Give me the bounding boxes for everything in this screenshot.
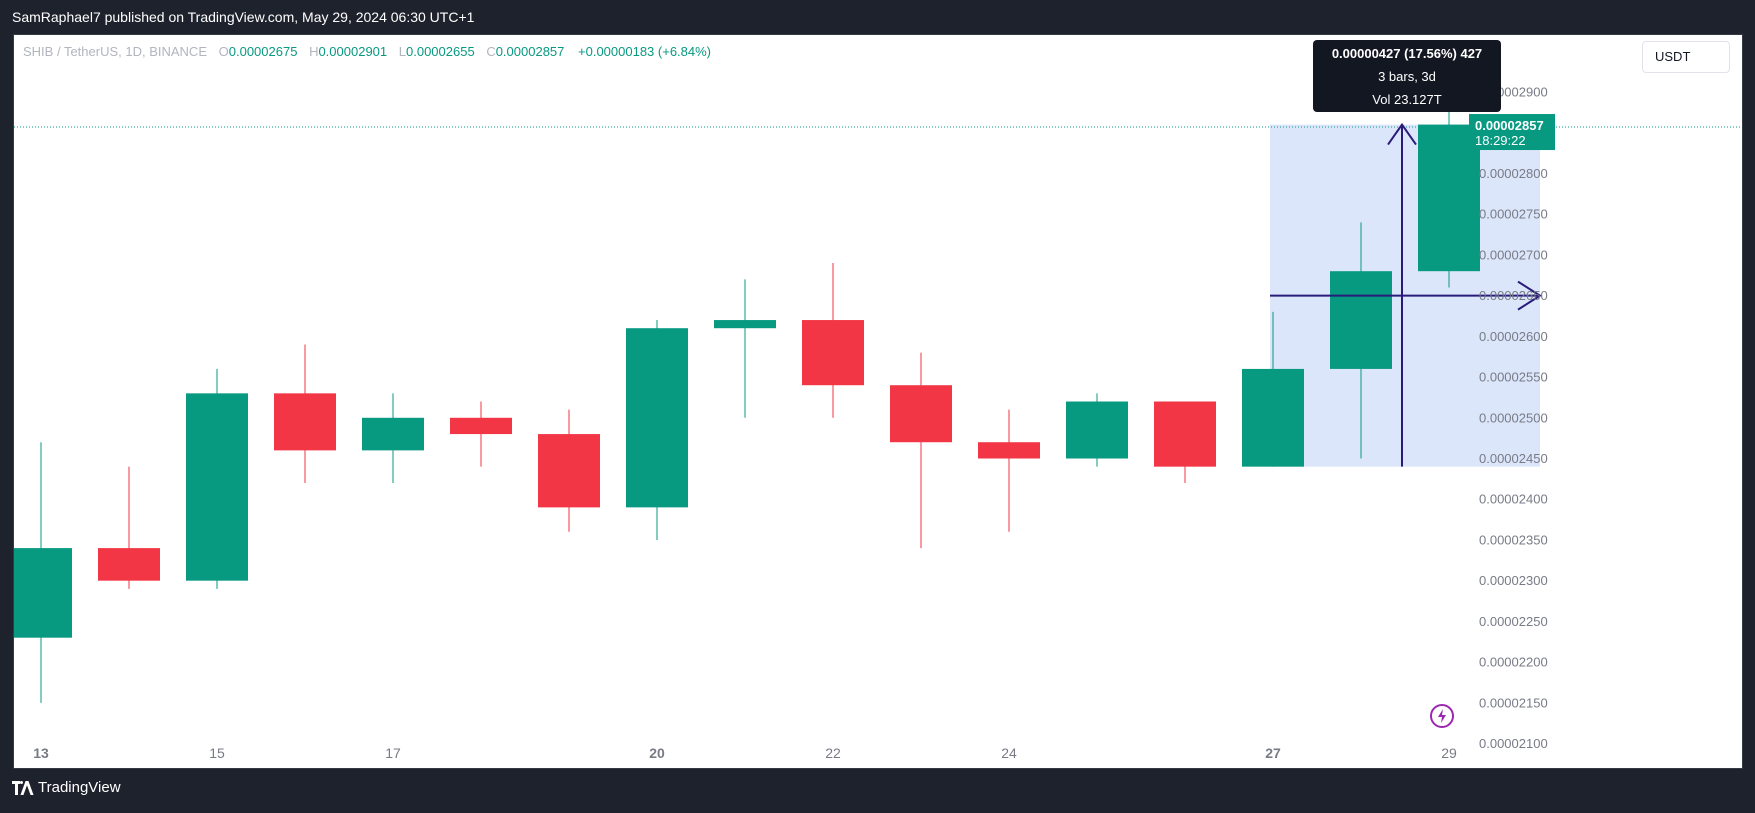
candle-body	[978, 442, 1040, 459]
measure-tooltip-bg	[1313, 40, 1501, 112]
legend-open-label: O	[218, 44, 229, 59]
y-axis-tick-label: 0.00002250	[1479, 614, 1548, 629]
measure-tooltip: 0.00000427 (17.56%) 427 3 bars, 3d Vol 23.…	[1313, 40, 1501, 112]
candle-body	[14, 548, 72, 638]
legend-close-value: 0.00002857	[495, 44, 565, 59]
legend-change: +0.00000183 (+6.84%)	[578, 44, 712, 59]
candle-body	[1066, 401, 1128, 459]
y-axis-tick-label: 0.00002600	[1479, 329, 1548, 344]
lightning-icon	[1430, 704, 1454, 728]
y-axis-tick-label: 0.00002800	[1479, 166, 1548, 181]
last-price-value: 0.00002857	[1475, 118, 1544, 133]
y-axis-tick-label: 0.00002550	[1479, 370, 1548, 385]
candle-body	[274, 393, 336, 451]
x-axis-tick-label: 24	[1001, 745, 1017, 761]
bar-countdown: 18:29:22	[1475, 133, 1526, 148]
candle-body	[626, 328, 688, 508]
tradingview-logo-icon	[12, 780, 34, 795]
y-axis-tick-label: 0.00002350	[1479, 532, 1548, 547]
y-axis-tick-label: 0.00002700	[1479, 247, 1548, 262]
y-axis-tick-label: 0.00002400	[1479, 492, 1548, 507]
candle-body	[890, 385, 952, 443]
footer-brand: TradingView	[38, 779, 121, 796]
publisher-text: SamRaphael7 published on TradingView.com…	[12, 9, 475, 25]
legend-open-value: 0.00002675	[228, 44, 298, 59]
candle-body	[714, 320, 776, 329]
lightning-icon-bolt	[1438, 709, 1446, 723]
candle-body	[362, 417, 424, 451]
currency-button[interactable]: USDT	[1642, 41, 1730, 73]
x-axis-tick-label: 15	[209, 745, 225, 761]
measure-tooltip-line: 3 bars, 3d	[1378, 69, 1436, 84]
y-axis-tick-label: 0.00002500	[1479, 410, 1548, 425]
tradingview-logo[interactable]: TradingView	[12, 779, 121, 796]
measure-tooltip-line: 0.00000427 (17.56%) 427	[1332, 46, 1482, 61]
y-axis-tick-label: 0.00002150	[1479, 695, 1548, 710]
candle-body	[802, 320, 864, 386]
x-axis-tick-label: 13	[33, 745, 49, 761]
legend-symbol: SHIB / TetherUS, 1D, BINANCE	[23, 44, 207, 59]
legend-low-value: 0.00002655	[406, 44, 475, 59]
x-axis-tick-label: 17	[385, 745, 401, 761]
measure-vertical-arrowhead	[1387, 122, 1417, 146]
x-axis-tick-label: 29	[1441, 745, 1457, 761]
candle-body	[538, 434, 600, 508]
legend-low-label: L	[398, 44, 406, 59]
last-price-badge	[1469, 114, 1555, 151]
candle-body	[98, 548, 160, 581]
y-axis-tick-label: 0.00002200	[1479, 655, 1548, 670]
x-axis-tick-label: 20	[649, 745, 665, 761]
candlestick-chart[interactable]: 0.000029000.000028500.000028000.00002750…	[14, 35, 1742, 768]
measure-horizontal-arrowhead	[1517, 280, 1542, 311]
y-axis-tick-label: 0.00002750	[1479, 207, 1548, 222]
candle-body	[1154, 401, 1216, 467]
candle-body	[186, 393, 248, 581]
footer-bar: TradingView	[0, 767, 1755, 813]
symbol-legend: SHIB / TetherUS, 1D, BINANCE O0.00002675…	[23, 44, 711, 59]
publisher-bar: SamRaphael7 published on TradingView.com…	[0, 0, 1755, 34]
y-axis-tick-label: 0.00002450	[1479, 451, 1548, 466]
measure-tooltip-line: Vol 23.127T	[1372, 92, 1441, 107]
legend-close-label: C	[486, 44, 496, 59]
x-axis-tick-label: 22	[825, 745, 841, 761]
candle-body	[1330, 271, 1392, 369]
candle-body	[450, 417, 512, 435]
candle-body	[1242, 368, 1304, 467]
y-axis-tick-label: 0.00002100	[1479, 736, 1548, 751]
chart-pane[interactable]: 0.000029000.000028500.000028000.00002750…	[13, 34, 1743, 769]
y-axis-tick-label: 0.00002300	[1479, 573, 1548, 588]
legend-high-label: H	[309, 44, 319, 59]
y-axis-tick-label: 0.00002650	[1479, 288, 1548, 303]
legend-high-value: 0.00002901	[318, 44, 388, 59]
x-axis-tick-label: 27	[1265, 745, 1281, 761]
